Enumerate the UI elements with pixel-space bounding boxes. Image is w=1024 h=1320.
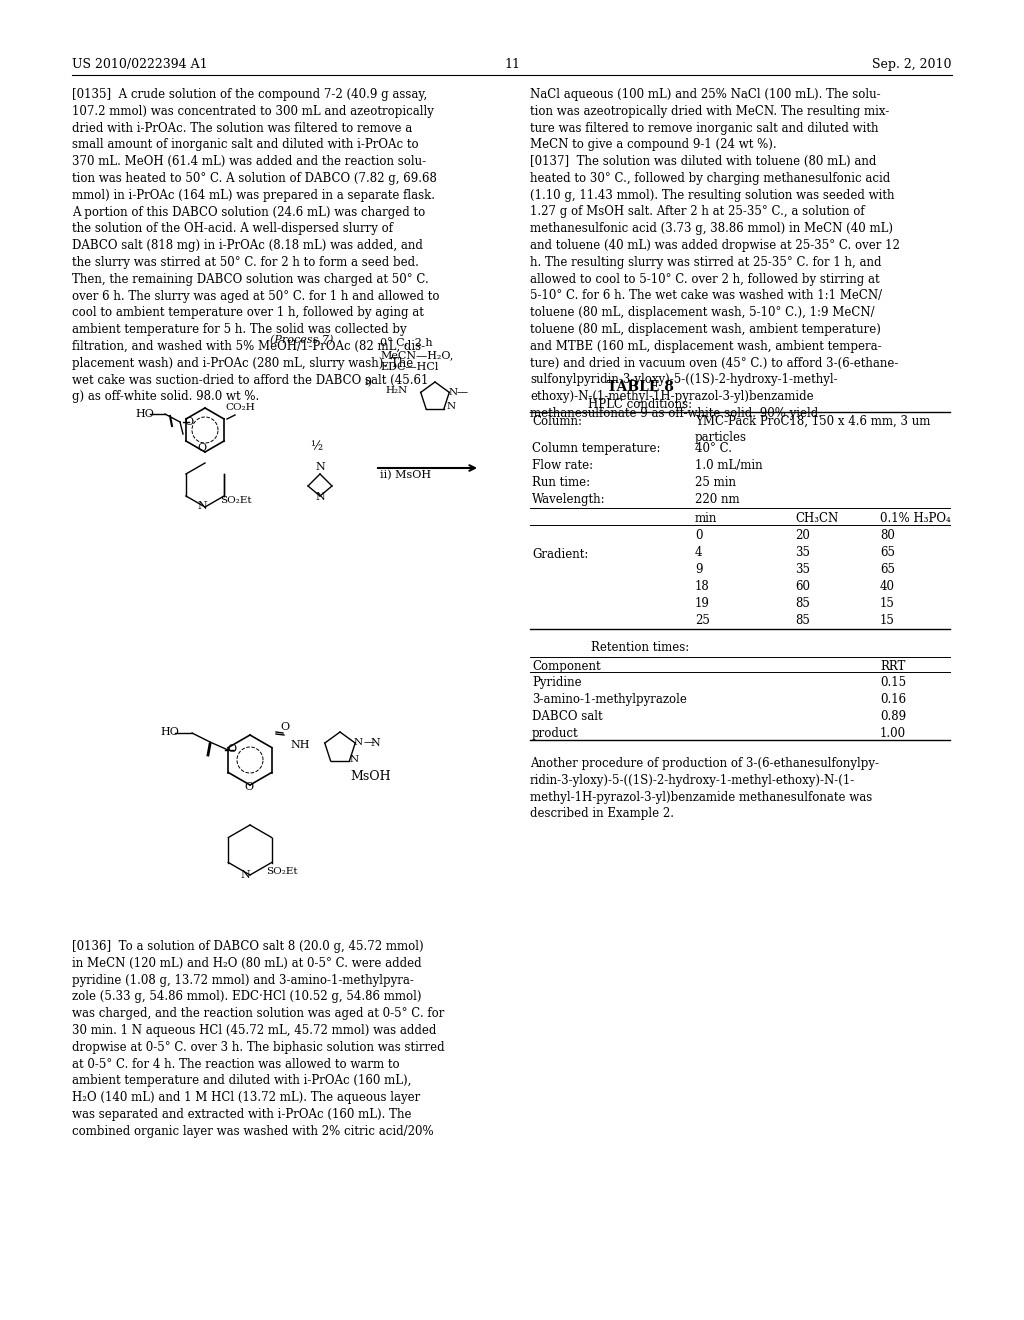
Text: O: O: [280, 722, 289, 733]
Text: 0.16: 0.16: [880, 693, 906, 706]
Text: NaCl aqueous (100 mL) and 25% NaCl (100 mL). The solu-
tion was azeotropically d: NaCl aqueous (100 mL) and 25% NaCl (100 …: [530, 88, 889, 152]
Text: Wavelength:: Wavelength:: [532, 492, 605, 506]
Text: [0135]  A crude solution of the compound 7-2 (40.9 g assay,
107.2 mmol) was conc: [0135] A crude solution of the compound …: [72, 88, 439, 404]
Text: 60: 60: [795, 579, 810, 593]
Text: 0.89: 0.89: [880, 710, 906, 723]
Text: CH₃CN: CH₃CN: [795, 512, 839, 525]
Text: 19: 19: [695, 597, 710, 610]
Text: N: N: [315, 462, 325, 473]
Text: CO₂H: CO₂H: [225, 403, 255, 412]
Text: O: O: [184, 417, 194, 426]
Text: 0.15: 0.15: [880, 676, 906, 689]
Text: N: N: [197, 502, 207, 511]
Text: O: O: [227, 744, 237, 754]
Text: 18: 18: [695, 579, 710, 593]
Text: 35: 35: [795, 546, 810, 558]
Text: 40: 40: [880, 579, 895, 593]
Text: 9: 9: [695, 564, 702, 576]
Text: ½: ½: [310, 440, 323, 453]
Text: YMC-Pack ProC18, 150 x 4.6 mm, 3 um
particles: YMC-Pack ProC18, 150 x 4.6 mm, 3 um part…: [695, 414, 931, 444]
Text: 220 nm: 220 nm: [695, 492, 739, 506]
Text: min: min: [695, 512, 718, 525]
Text: Column temperature:: Column temperature:: [532, 442, 660, 455]
Text: Run time:: Run time:: [532, 477, 590, 488]
Text: 65: 65: [880, 564, 895, 576]
Text: SO₂Et: SO₂Et: [266, 867, 298, 876]
Text: 4: 4: [695, 546, 702, 558]
Text: MsOH: MsOH: [350, 770, 390, 783]
Text: 1.0 mL/min: 1.0 mL/min: [695, 459, 763, 473]
Text: Pyridine: Pyridine: [532, 676, 582, 689]
Text: Component: Component: [532, 660, 601, 673]
Text: RRT: RRT: [880, 660, 905, 673]
Text: product: product: [532, 727, 579, 741]
Text: NH: NH: [290, 741, 309, 750]
Text: HPLC conditions:: HPLC conditions:: [588, 399, 692, 411]
Text: N: N: [449, 388, 458, 397]
Text: 20: 20: [795, 529, 810, 543]
Text: HO: HO: [160, 727, 179, 737]
Text: 1.00: 1.00: [880, 727, 906, 741]
Text: 80: 80: [880, 529, 895, 543]
Text: [0136]  To a solution of DABCO salt 8 (20.0 g, 45.72 mmol)
in MeCN (120 mL) and : [0136] To a solution of DABCO salt 8 (20…: [72, 940, 444, 1138]
Text: US 2010/0222394 A1: US 2010/0222394 A1: [72, 58, 208, 71]
Text: Flow rate:: Flow rate:: [532, 459, 593, 473]
Text: i): i): [365, 376, 373, 387]
Text: 40° C.: 40° C.: [695, 442, 732, 455]
Text: 0.1% H₃PO₄: 0.1% H₃PO₄: [880, 512, 950, 525]
Text: H₂N: H₂N: [385, 385, 408, 395]
Text: SO₂Et: SO₂Et: [220, 496, 252, 506]
Text: O: O: [197, 444, 206, 453]
Text: O: O: [244, 781, 253, 792]
Text: DABCO salt: DABCO salt: [532, 710, 603, 723]
Text: Sep. 2, 2010: Sep. 2, 2010: [872, 58, 952, 71]
Text: Column:: Column:: [532, 414, 582, 428]
Text: N: N: [447, 403, 456, 411]
Text: N: N: [350, 755, 359, 764]
Text: 25: 25: [695, 614, 710, 627]
Text: 3-amino-1-methylpyrazole: 3-amino-1-methylpyrazole: [532, 693, 687, 706]
Text: —: —: [457, 387, 468, 397]
Text: TABLE 8: TABLE 8: [606, 380, 674, 393]
Text: N: N: [354, 738, 364, 747]
Text: 15: 15: [880, 597, 895, 610]
Text: HO: HO: [135, 409, 154, 418]
Text: MeCN—H₂O,: MeCN—H₂O,: [380, 350, 454, 360]
Text: —: —: [364, 737, 375, 747]
Text: 85: 85: [795, 614, 810, 627]
Text: (Process 7): (Process 7): [270, 335, 334, 346]
Text: 11: 11: [504, 58, 520, 71]
Text: 65: 65: [880, 546, 895, 558]
Text: 35: 35: [795, 564, 810, 576]
Text: N: N: [240, 870, 250, 880]
Text: 85: 85: [795, 597, 810, 610]
Text: ii) MsOH: ii) MsOH: [380, 470, 431, 480]
Text: Retention times:: Retention times:: [591, 642, 689, 653]
Text: 25 min: 25 min: [695, 477, 736, 488]
Text: 0° C., 2 h: 0° C., 2 h: [380, 338, 432, 348]
Text: EDC—HCl: EDC—HCl: [380, 362, 438, 372]
Text: 0: 0: [695, 529, 702, 543]
Text: 15: 15: [880, 614, 895, 627]
Text: [0137]  The solution was diluted with toluene (80 mL) and
heated to 30° C., foll: [0137] The solution was diluted with tol…: [530, 154, 900, 420]
Text: N: N: [370, 738, 380, 748]
Text: Gradient:: Gradient:: [532, 548, 589, 561]
Text: N: N: [315, 492, 325, 502]
Text: Another procedure of production of 3-(6-ethanesulfonylpy-
ridin-3-yloxy)-5-((1S): Another procedure of production of 3-(6-…: [530, 756, 879, 821]
